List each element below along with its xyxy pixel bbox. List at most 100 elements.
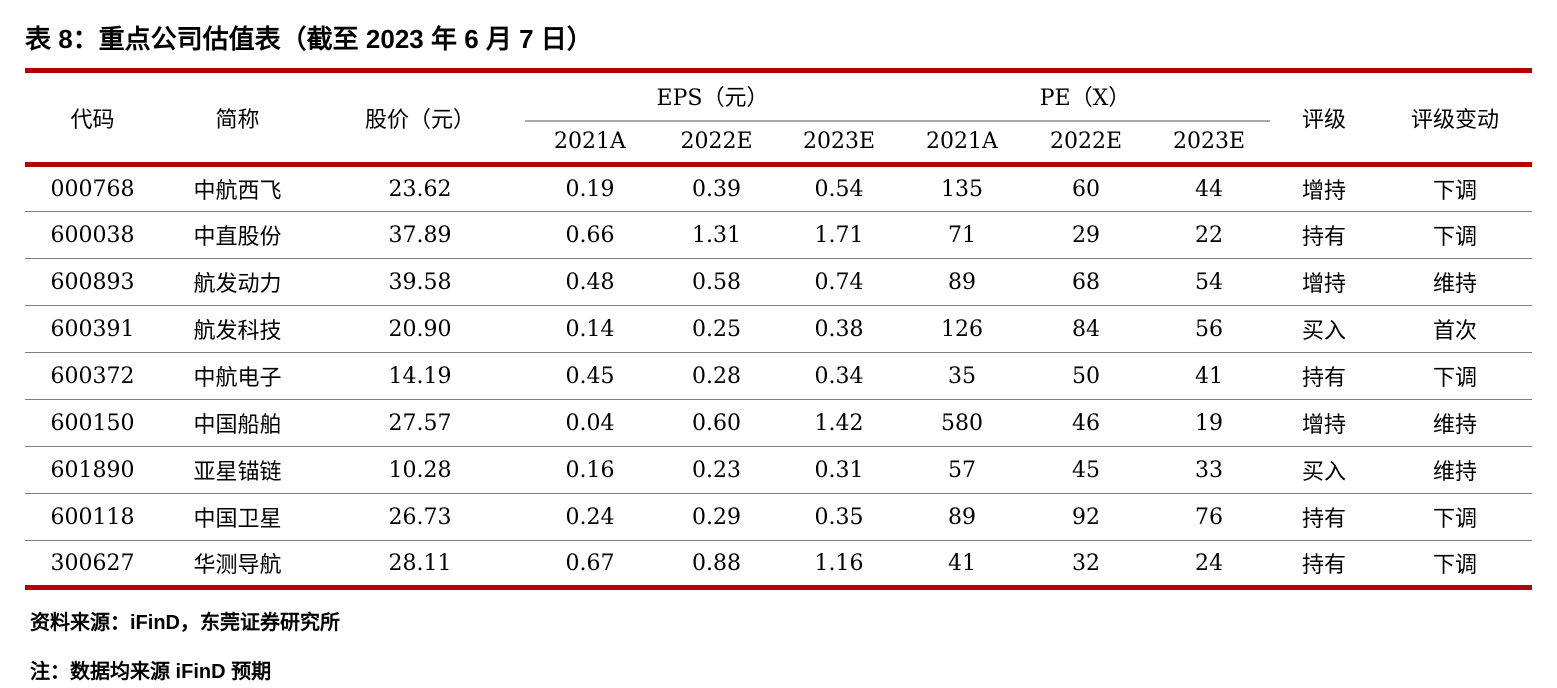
cell-pe-2021a: 35: [948, 363, 976, 389]
cell-rating-change: 下调: [1433, 553, 1478, 578]
col-header-pe-2022e: 2022E: [1049, 129, 1123, 155]
col-header-pe-2023e: 2023E: [1172, 129, 1246, 155]
cell-eps-2023e: 1.16: [814, 550, 864, 576]
cell-pe-2021a: 89: [948, 504, 976, 530]
cell-pe-2023e: 24: [1195, 550, 1223, 576]
cell-code: 600038: [50, 222, 135, 248]
cell-pe-2021a: 135: [941, 176, 983, 202]
table-row: 600118 中国卫星 26.73 0.24 0.29 0.35 89 92 7…: [25, 494, 1533, 541]
cell-code: 600118: [50, 504, 135, 530]
source-note: 资料来源：iFinD，东莞证券研究所: [30, 612, 340, 634]
cell-eps-2022e: 0.60: [692, 410, 741, 436]
header-row-groups: 代码 简称 股价（元） EPS（元） PE（X） 评级 评级变动: [25, 70, 1532, 133]
col-group-pe: PE（X）: [900, 70, 1271, 122]
cell-rating: 持有: [1302, 366, 1347, 391]
cell-pe-2022e: 29: [1072, 222, 1100, 248]
header-row-years: 2021A 2022E 2023E 2021A 2022E 2023E: [25, 121, 1532, 165]
cell-pe-2022e: 60: [1072, 176, 1100, 202]
cell-eps-2021a: 0.67: [565, 550, 615, 576]
cell-rating: 买入: [1302, 319, 1347, 344]
cell-name: 华测导航: [193, 553, 282, 578]
valuation-table: 代码 简称 股价（元） EPS（元） PE（X） 评级 评级变动 2021A 2…: [25, 68, 1533, 590]
cell-code: 600150: [50, 410, 135, 436]
cell-code: 601890: [50, 457, 135, 483]
cell-pe-2023e: 22: [1195, 222, 1223, 248]
cell-code: 300627: [50, 550, 135, 576]
cell-pe-2023e: 19: [1195, 410, 1223, 436]
cell-pe-2023e: 41: [1195, 363, 1223, 389]
cell-eps-2022e: 0.29: [692, 504, 741, 530]
cell-price: 14.19: [388, 363, 452, 389]
col-header-pe-2021a: 2021A: [926, 129, 998, 155]
cell-name: 中航西飞: [193, 179, 282, 204]
cell-eps-2022e: 0.28: [692, 363, 741, 389]
cell-price: 27.57: [388, 410, 452, 436]
cell-eps-2022e: 0.88: [692, 550, 741, 576]
cell-price: 10.28: [388, 457, 452, 483]
cell-rating-change: 下调: [1433, 366, 1478, 391]
table-row: 000768 中航西飞 23.62 0.19 0.39 0.54 135 60 …: [25, 165, 1533, 212]
cell-name: 中直股份: [193, 225, 282, 250]
cell-pe-2021a: 580: [941, 410, 983, 436]
cell-name: 航发动力: [193, 272, 282, 297]
cell-code: 600893: [50, 269, 135, 295]
cell-price: 26.73: [388, 504, 452, 530]
col-header-rating-change: 评级变动: [1411, 107, 1500, 133]
cell-eps-2022e: 0.23: [692, 457, 741, 483]
cell-price: 23.62: [388, 176, 452, 202]
cell-eps-2023e: 0.34: [814, 363, 864, 389]
cell-name: 航发科技: [193, 319, 282, 344]
cell-price: 20.90: [388, 316, 452, 342]
cell-price: 37.89: [388, 222, 452, 248]
col-header-eps-2021a: 2021A: [554, 129, 626, 155]
table-row: 600038 中直股份 37.89 0.66 1.31 1.71 71 29 2…: [25, 212, 1533, 259]
table-row: 600391 航发科技 20.90 0.14 0.25 0.38 126 84 …: [25, 306, 1533, 353]
cell-pe-2022e: 50: [1072, 363, 1100, 389]
cell-rating: 增持: [1302, 272, 1347, 297]
cell-pe-2022e: 68: [1072, 269, 1100, 295]
cell-rating-change: 维持: [1433, 272, 1478, 297]
data-note: 注：数据均来源 iFinD 预期: [30, 661, 272, 683]
cell-pe-2021a: 41: [948, 550, 976, 576]
col-header-code: 代码: [70, 107, 115, 133]
cell-pe-2023e: 54: [1195, 269, 1223, 295]
cell-pe-2021a: 57: [948, 457, 976, 483]
cell-rating: 增持: [1302, 413, 1347, 438]
cell-name: 中国卫星: [193, 507, 282, 532]
cell-pe-2022e: 46: [1072, 410, 1100, 436]
table-header: 代码 简称 股价（元） EPS（元） PE（X） 评级 评级变动 2021A 2…: [25, 70, 1533, 165]
cell-pe-2023e: 33: [1195, 457, 1223, 483]
table-row: 600150 中国船舶 27.57 0.04 0.60 1.42 580 46 …: [25, 400, 1533, 447]
cell-eps-2022e: 0.58: [692, 269, 741, 295]
col-header-eps-2022e: 2022E: [680, 129, 753, 155]
cell-name: 亚星锚链: [193, 460, 282, 485]
cell-rating-change: 下调: [1433, 225, 1478, 250]
cell-rating: 持有: [1302, 225, 1347, 250]
cell-pe-2022e: 92: [1072, 504, 1100, 530]
cell-pe-2021a: 126: [941, 316, 983, 342]
cell-pe-2022e: 45: [1072, 457, 1100, 483]
cell-eps-2021a: 0.24: [565, 504, 615, 530]
cell-eps-2021a: 0.16: [565, 457, 615, 483]
col-header-rating: 评级: [1302, 107, 1347, 133]
table-row: 600893 航发动力 39.58 0.48 0.58 0.74 89 68 5…: [25, 259, 1533, 306]
col-group-eps: EPS（元）: [525, 70, 900, 122]
cell-pe-2021a: 71: [948, 222, 976, 248]
cell-rating-change: 下调: [1433, 507, 1478, 532]
cell-eps-2021a: 0.14: [565, 316, 615, 342]
cell-rating: 持有: [1302, 507, 1347, 532]
cell-rating-change: 下调: [1433, 179, 1478, 204]
cell-eps-2021a: 0.66: [565, 222, 615, 248]
cell-eps-2022e: 0.25: [692, 316, 741, 342]
cell-rating: 买入: [1302, 460, 1347, 485]
cell-pe-2022e: 84: [1072, 316, 1100, 342]
cell-eps-2023e: 0.35: [814, 504, 864, 530]
cell-eps-2021a: 0.48: [565, 269, 615, 295]
cell-rating: 增持: [1302, 179, 1347, 204]
cell-rating-change: 维持: [1433, 413, 1478, 438]
cell-code: 000768: [50, 176, 135, 202]
table-row: 601890 亚星锚链 10.28 0.16 0.23 0.31 57 45 3…: [25, 447, 1533, 494]
table-body: 000768 中航西飞 23.62 0.19 0.39 0.54 135 60 …: [25, 165, 1533, 588]
cell-pe-2023e: 76: [1195, 504, 1223, 530]
